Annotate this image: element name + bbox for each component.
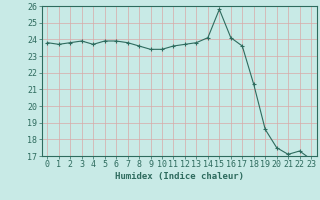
X-axis label: Humidex (Indice chaleur): Humidex (Indice chaleur) [115,172,244,181]
